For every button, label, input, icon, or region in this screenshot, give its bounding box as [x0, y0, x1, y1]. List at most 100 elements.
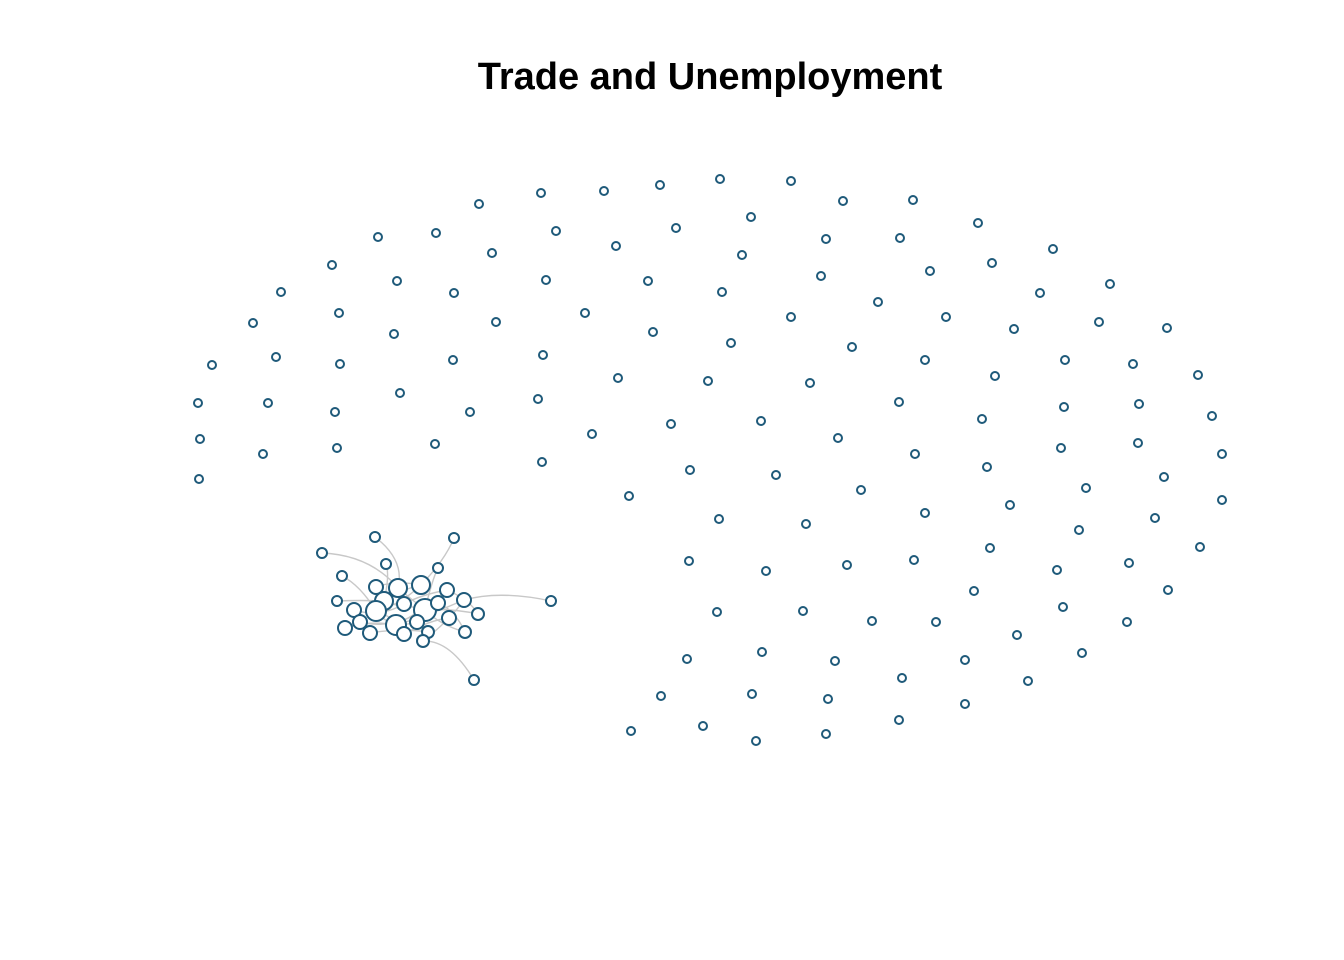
graph-node-isolated	[801, 519, 811, 529]
graph-node-isolated	[838, 196, 848, 206]
graph-node-isolated	[1195, 542, 1205, 552]
graph-node-isolated	[1150, 513, 1160, 523]
graph-node-isolated	[1077, 648, 1087, 658]
graph-node-isolated	[1217, 495, 1227, 505]
graph-node-isolated	[897, 673, 907, 683]
graph-node-isolated	[757, 647, 767, 657]
graph-node-isolated	[599, 186, 609, 196]
graph-node-connected	[316, 547, 328, 559]
graph-node-isolated	[541, 275, 551, 285]
node-layer	[193, 174, 1227, 746]
graph-node-isolated	[465, 407, 475, 417]
graph-node-isolated	[756, 416, 766, 426]
graph-node-isolated	[624, 491, 634, 501]
graph-node-isolated	[1052, 565, 1062, 575]
graph-node-isolated	[987, 258, 997, 268]
graph-node-isolated	[613, 373, 623, 383]
graph-node-isolated	[931, 617, 941, 627]
graph-node-isolated	[821, 729, 831, 739]
graph-node-isolated	[985, 543, 995, 553]
graph-node-isolated	[580, 308, 590, 318]
graph-node-isolated	[193, 398, 203, 408]
graph-node-isolated	[671, 223, 681, 233]
graph-node-isolated	[842, 560, 852, 570]
graph-node-connected	[362, 625, 378, 641]
graph-node-isolated	[1005, 500, 1015, 510]
graph-edge	[463, 594, 552, 602]
graph-node-isolated	[536, 188, 546, 198]
graph-node-connected	[396, 596, 412, 612]
graph-node-connected	[352, 614, 368, 630]
graph-node-isolated	[1035, 288, 1045, 298]
graph-node-connected	[411, 575, 431, 595]
graph-node-connected	[416, 634, 430, 648]
graph-node-isolated	[655, 180, 665, 190]
graph-node-isolated	[761, 566, 771, 576]
graph-node-isolated	[771, 470, 781, 480]
graph-node-isolated	[746, 212, 756, 222]
graph-node-connected	[439, 582, 455, 598]
graph-node-connected	[468, 674, 480, 686]
graph-node-isolated	[1074, 525, 1084, 535]
graph-node-isolated	[873, 297, 883, 307]
graph-node-isolated	[920, 355, 930, 365]
graph-node-isolated	[276, 287, 286, 297]
graph-node-isolated	[1009, 324, 1019, 334]
graph-node-isolated	[1193, 370, 1203, 380]
graph-node-connected	[545, 595, 557, 607]
graph-node-isolated	[389, 329, 399, 339]
graph-node-isolated	[666, 419, 676, 429]
graph-node-isolated	[626, 726, 636, 736]
graph-node-isolated	[1162, 323, 1172, 333]
graph-node-connected	[369, 531, 381, 543]
graph-node-isolated	[611, 241, 621, 251]
graph-node-isolated	[431, 228, 441, 238]
graph-node-isolated	[1122, 617, 1132, 627]
graph-node-isolated	[910, 449, 920, 459]
graph-node-connected	[388, 578, 408, 598]
graph-node-isolated	[1128, 359, 1138, 369]
graph-node-isolated	[643, 276, 653, 286]
graph-node-isolated	[1060, 355, 1070, 365]
graph-node-isolated	[1159, 472, 1169, 482]
graph-node-isolated	[908, 195, 918, 205]
graph-node-connected	[365, 600, 387, 622]
graph-node-connected	[368, 579, 384, 595]
graph-node-connected	[458, 625, 472, 639]
graph-node-isolated	[1048, 244, 1058, 254]
graph-node-isolated	[685, 465, 695, 475]
graph-node-isolated	[682, 654, 692, 664]
graph-node-isolated	[1105, 279, 1115, 289]
graph-node-isolated	[263, 398, 273, 408]
graph-title: Trade and Unemployment	[477, 56, 943, 98]
graph-node-isolated	[551, 226, 561, 236]
graph-node-isolated	[1023, 676, 1033, 686]
graph-node-isolated	[1133, 438, 1143, 448]
graph-node-isolated	[823, 694, 833, 704]
graph-node-isolated	[703, 376, 713, 386]
graph-node-isolated	[1094, 317, 1104, 327]
graph-node-isolated	[1124, 558, 1134, 568]
graph-node-isolated	[474, 199, 484, 209]
graph-node-isolated	[909, 555, 919, 565]
graph-node-isolated	[821, 234, 831, 244]
graph-node-connected	[380, 558, 392, 570]
graph-node-isolated	[648, 327, 658, 337]
graph-node-isolated	[712, 607, 722, 617]
graph-node-isolated	[737, 250, 747, 260]
graph-node-isolated	[1056, 443, 1066, 453]
graph-node-isolated	[207, 360, 217, 370]
graph-node-connected	[471, 607, 485, 621]
graph-node-connected	[331, 595, 343, 607]
graph-node-isolated	[833, 433, 843, 443]
graph-node-connected	[448, 532, 460, 544]
graph-node-isolated	[533, 394, 543, 404]
graph-node-isolated	[805, 378, 815, 388]
graph-node-connected	[396, 626, 412, 642]
graph-node-isolated	[258, 449, 268, 459]
graph-node-isolated	[1134, 399, 1144, 409]
graph-node-isolated	[856, 485, 866, 495]
graph-node-isolated	[698, 721, 708, 731]
graph-node-isolated	[894, 715, 904, 725]
